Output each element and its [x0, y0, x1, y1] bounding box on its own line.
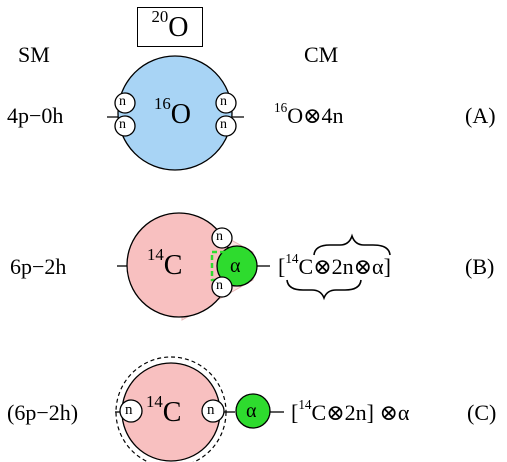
row-c-cm-prefix: [: [291, 400, 299, 425]
row-b-over-brace: [313, 233, 391, 256]
neutron: [211, 276, 233, 298]
row-a-core-circle: [117, 55, 233, 171]
row-b-under-brace: [286, 279, 362, 301]
row-c-core-mass: 14: [146, 391, 163, 411]
neutron-label: n: [220, 94, 227, 109]
row-a-core-mass: 16: [154, 93, 171, 113]
title-box: 20O: [137, 7, 203, 47]
neutron-label: n: [216, 278, 223, 293]
title-element: O: [168, 12, 189, 43]
neutron: [215, 115, 237, 137]
row-b-cm-mass: 14: [285, 250, 299, 266]
row-b-cm-body: C⊗2n⊗α]: [298, 254, 391, 279]
neutron: [119, 399, 143, 423]
neutron: [114, 92, 136, 114]
row-a-cm-mass: 16: [274, 99, 288, 115]
row-a-cm-body: O⊗4n: [287, 103, 344, 128]
row-b-shell-config: 6p−2h: [10, 254, 67, 279]
neutron-label: n: [125, 402, 133, 418]
row-b-graphics: [117, 212, 391, 321]
title-mass: 20: [151, 6, 169, 26]
neutron-label: n: [220, 117, 227, 132]
row-c-core-label: 14C: [146, 393, 182, 428]
row-b-alpha-circle: [216, 245, 258, 287]
neutron: [211, 227, 233, 249]
row-c-cm-body: C⊗2n] ⊗α: [311, 400, 410, 425]
row-a-shell-config: 4p−0h: [7, 103, 64, 128]
row-a-graphics: [107, 55, 244, 171]
neutron-label: n: [207, 402, 215, 418]
row-c-cm-formula: [14C⊗2n] ⊗α: [291, 398, 410, 425]
row-a-core-label: 16O: [154, 95, 192, 130]
row-b-core-element: C: [163, 250, 183, 281]
neutron: [201, 399, 225, 423]
row-a-core-element: O: [170, 99, 192, 130]
row-b-core-mass: 14: [147, 244, 164, 264]
neutron-label: n: [119, 117, 126, 132]
row-c-cm-mass: 14: [298, 396, 312, 412]
row-a-neutrons: [114, 92, 237, 137]
title-nucleus: 20O: [138, 8, 202, 43]
neutron-label: n: [119, 94, 126, 109]
row-c-graphics: [115, 356, 284, 462]
neutron-label: n: [216, 229, 223, 244]
row-b-alpha-label: α: [230, 255, 241, 277]
row-b-neutrons: [211, 227, 233, 298]
row-c-tag: (C): [467, 400, 497, 425]
row-c-neutrons: [119, 399, 225, 423]
cluster-model-label: CM: [304, 42, 339, 67]
row-b-core-label: 14C: [147, 246, 183, 281]
row-c-alpha-label: α: [246, 400, 257, 422]
shell-model-label: SM: [18, 42, 50, 67]
row-a-cm-formula: 16O⊗4n: [274, 101, 344, 128]
row-b-cm-prefix: [: [278, 254, 286, 279]
row-a-tag: (A): [465, 103, 496, 128]
neutron: [215, 92, 237, 114]
neutron: [114, 115, 136, 137]
row-c-alpha-circle: [235, 393, 271, 429]
row-b-tag: (B): [465, 254, 495, 279]
row-b-cm-formula: [14C⊗2n⊗α]: [278, 252, 391, 279]
row-c-shell-config: (6p−2h): [7, 400, 79, 425]
row-c-core-element: C: [162, 397, 182, 428]
